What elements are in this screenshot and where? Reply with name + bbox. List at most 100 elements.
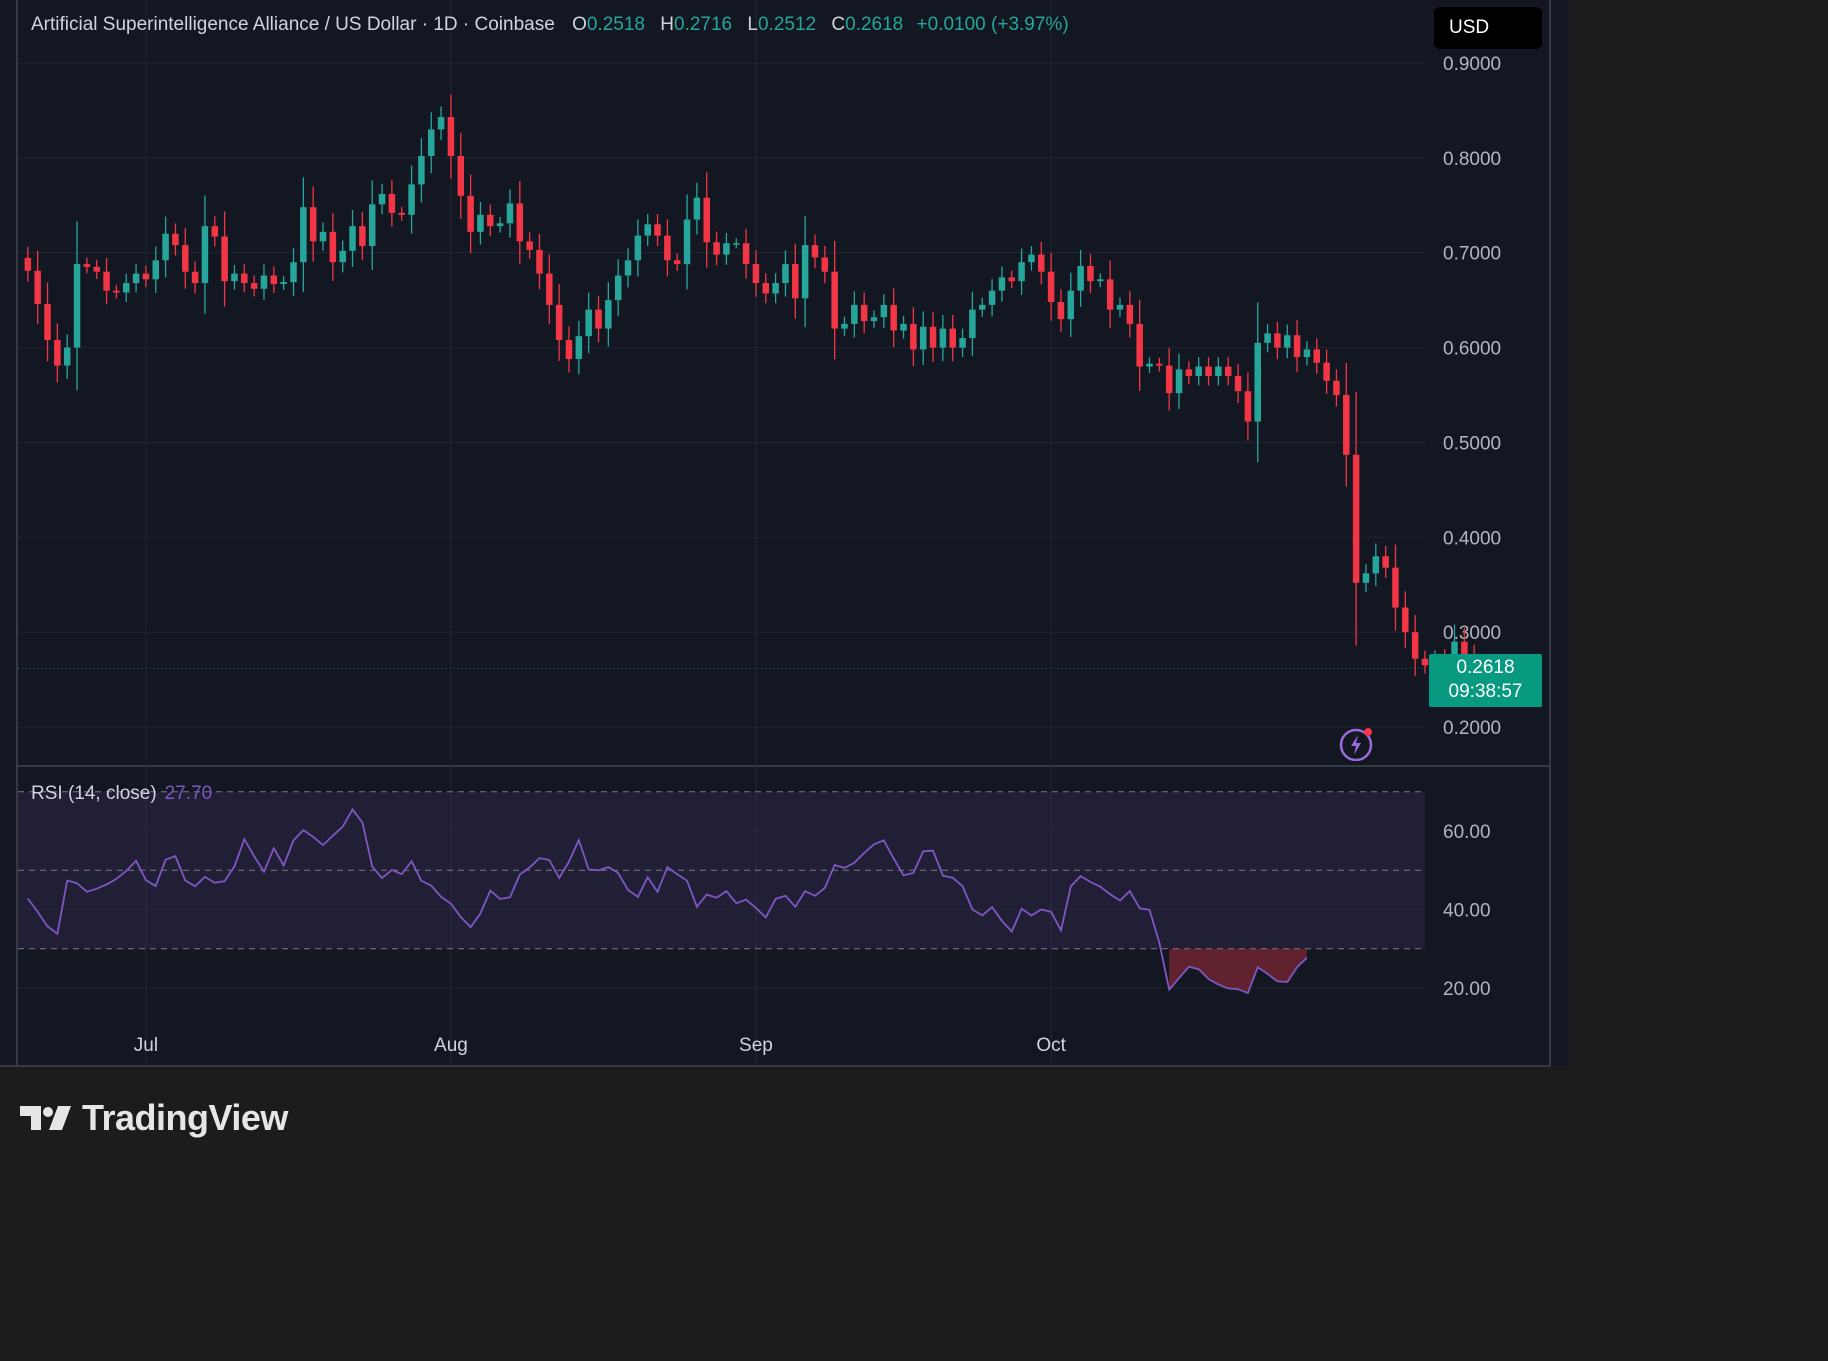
candle-body (546, 273, 553, 305)
candle-body (1038, 254, 1045, 272)
candle-body (1303, 349, 1311, 358)
candle-body (1067, 290, 1075, 320)
candle-body (83, 264, 91, 267)
candle-body (1028, 254, 1035, 263)
price-tick-label: 0.2000 (1443, 718, 1501, 739)
candle-body (1293, 335, 1301, 358)
candle-body (487, 214, 494, 227)
candle-body (1402, 607, 1409, 633)
candle-body (526, 241, 533, 250)
rsi-oversold-fill (1169, 948, 1307, 994)
candle-body (801, 245, 809, 299)
chart-canvas[interactable]: 0.9000 0.8000 0.7000 0.6000 0.5000 0.4000 0.30… (0, 0, 1568, 1167)
tradingview-logo-icon (20, 1106, 71, 1130)
candle-body (1057, 302, 1065, 320)
candle-body (280, 282, 287, 285)
symbol-header: Artificial Superintelligence Alliance / … (31, 14, 1069, 36)
candle-body (506, 203, 514, 224)
candle-body (309, 207, 317, 242)
candle-body (1018, 262, 1025, 282)
plot-background (0, 0, 1568, 1066)
candle-body (1106, 279, 1114, 310)
rsi-legend[interactable]: RSI (14, close) 27.70 (31, 783, 212, 805)
candle-body (122, 283, 130, 293)
candle-body (1274, 333, 1281, 348)
candle-body (191, 271, 199, 284)
candle-body (919, 326, 927, 350)
candle-body (1205, 366, 1212, 377)
candle-body (880, 304, 888, 318)
rsi-tick-label: 40.00 (1443, 901, 1491, 922)
candle-body (1333, 380, 1340, 396)
candle-body (634, 235, 642, 261)
candle-body (1146, 363, 1153, 367)
candle-body (260, 275, 268, 289)
candle-body (172, 233, 179, 246)
candle-body (733, 243, 740, 245)
candle-body (24, 257, 32, 271)
candle-body (427, 129, 435, 156)
low-value: 0.2512 (757, 14, 817, 35)
candle-body (959, 338, 966, 348)
candle-body (1195, 366, 1202, 377)
candle-body (1077, 266, 1084, 291)
candle-body (319, 231, 327, 242)
date-tick-label: Oct (1036, 1035, 1066, 1056)
candle-body (34, 270, 41, 304)
candle-body (142, 273, 150, 280)
candle-body (300, 207, 307, 263)
candle-body (644, 224, 651, 236)
candle-body (368, 204, 376, 247)
tradingview-logo[interactable]: TradingView (20, 1097, 288, 1139)
candle-body (54, 339, 61, 366)
candle-body (1372, 556, 1380, 574)
candle-body (1254, 342, 1261, 422)
candle-body (654, 224, 661, 236)
last-price-value: 0.2618 (1456, 657, 1515, 678)
candle-body (1382, 556, 1389, 568)
currency-button[interactable]: USD (1434, 7, 1542, 49)
candle-body (1126, 304, 1134, 324)
low-label: L (747, 14, 758, 35)
candle-body (359, 226, 366, 247)
candle-body (1323, 362, 1330, 381)
candle-body (418, 155, 425, 185)
candle-body (113, 290, 120, 293)
candle-body (467, 195, 474, 232)
price-tick-label: 0.8000 (1443, 149, 1501, 170)
candle-body (378, 193, 386, 205)
high-value: 0.2716 (674, 14, 733, 35)
candle-body (664, 235, 671, 261)
rsi-line (27, 807, 1308, 995)
candle-body (211, 226, 219, 237)
candle-body (585, 309, 592, 337)
candle-body (772, 283, 779, 294)
candle-body (349, 226, 356, 251)
candle-body (929, 326, 937, 348)
open-label: O (572, 14, 587, 35)
candle-body (969, 309, 976, 339)
candle-body (1185, 369, 1193, 377)
candle-body (811, 245, 819, 258)
candle-body (1352, 454, 1360, 583)
candle-body (703, 197, 710, 243)
candle-body (841, 323, 848, 329)
candle-body (536, 249, 543, 274)
candle-body (683, 219, 691, 265)
candle-body (782, 264, 789, 284)
candle-body (162, 233, 169, 261)
lightning-icon[interactable] (1339, 727, 1373, 761)
candle-body (742, 243, 750, 265)
open-value: 0.2518 (586, 14, 645, 35)
candle-body (250, 283, 258, 289)
candle-body (821, 257, 829, 272)
tradingview-logo-text: TradingView (82, 1097, 288, 1138)
candle-body (182, 245, 189, 272)
candle-body (575, 336, 583, 359)
close-label: C (831, 14, 846, 35)
price-tick-label: 0.9000 (1443, 54, 1501, 75)
candle-body (1116, 304, 1124, 310)
candle-body (614, 275, 622, 301)
candle-body (1362, 573, 1370, 583)
candle-body (1234, 376, 1242, 392)
